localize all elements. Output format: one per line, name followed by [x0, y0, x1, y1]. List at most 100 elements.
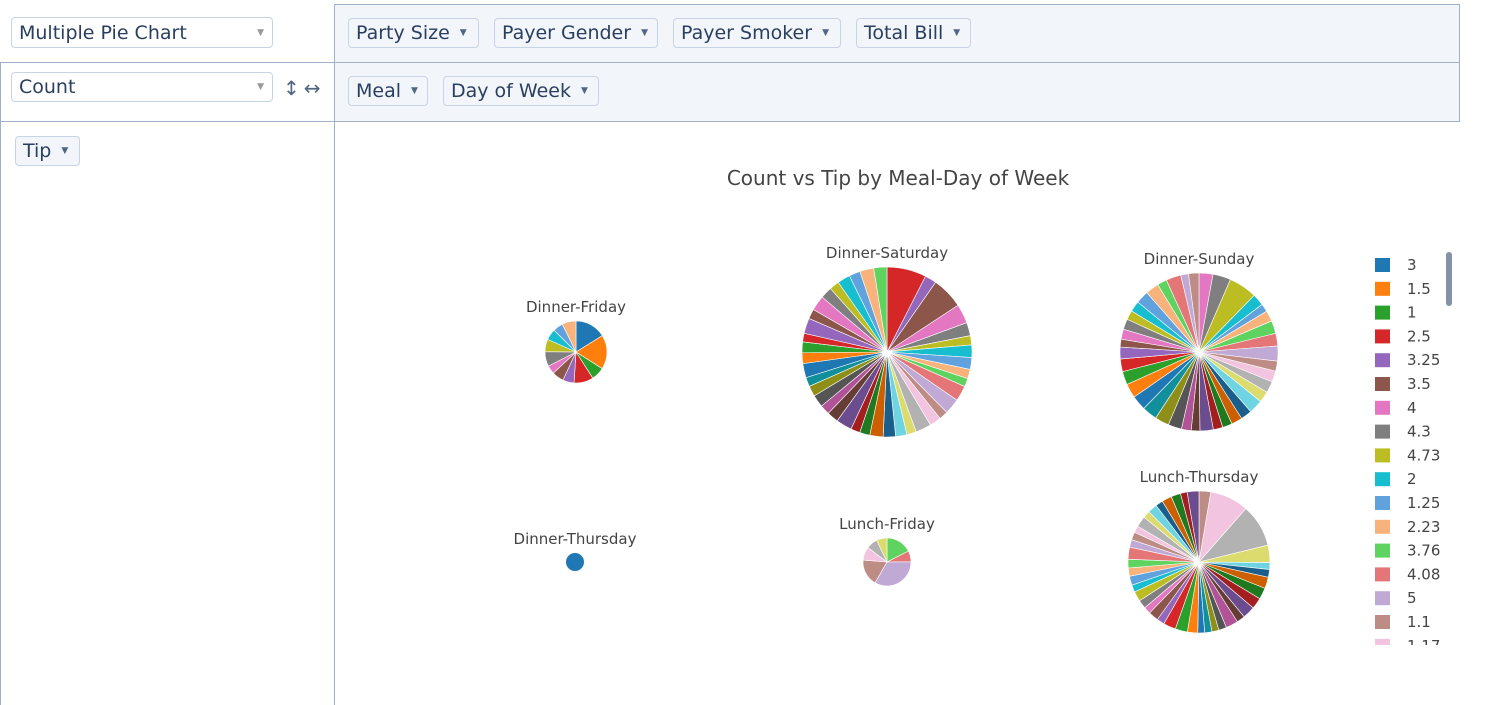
attribute-label: Total Bill — [864, 22, 944, 44]
pie-label: Dinner-Sunday — [1144, 250, 1255, 268]
legend-label: 4.08 — [1407, 565, 1440, 583]
legend-swatch — [1375, 329, 1390, 344]
column-attribute-pill-meal[interactable]: Meal ▼ — [348, 76, 428, 106]
legend-item[interactable]: 1.1 — [1375, 613, 1431, 631]
pie-dinner-thursday: Dinner-Thursday — [514, 530, 637, 571]
legend-label: 1.1 — [1407, 613, 1431, 631]
filter-caret-icon[interactable]: ▼ — [61, 146, 69, 156]
attribute-label: Tip — [23, 140, 52, 162]
legend-item[interactable]: 4 — [1375, 399, 1417, 417]
filter-caret-icon[interactable]: ▼ — [411, 86, 418, 96]
legend-label: 1.25 — [1407, 494, 1440, 512]
legend-item[interactable]: 2 — [1375, 470, 1417, 488]
legend-item[interactable]: 3.76 — [1375, 542, 1440, 560]
attribute-label: Party Size — [356, 22, 450, 44]
pie-slice[interactable] — [566, 553, 584, 571]
legend-swatch — [1375, 496, 1390, 510]
legend-label: 3.5 — [1407, 375, 1431, 393]
pie-label: Lunch-Friday — [839, 515, 935, 533]
legend-swatch — [1375, 448, 1390, 463]
legend-item[interactable]: 4.3 — [1375, 423, 1431, 441]
legend-item[interactable]: 4.08 — [1375, 565, 1440, 583]
attribute-label: Day of Week — [451, 80, 571, 102]
swap-controls: ↕ ↔ — [283, 74, 321, 102]
legend-item[interactable]: 3.25 — [1375, 351, 1440, 369]
legend-swatch — [1375, 281, 1390, 296]
aggregator-select[interactable]: Count ▼ — [11, 72, 273, 102]
legend-item[interactable]: 2.23 — [1375, 518, 1440, 536]
filter-caret-icon[interactable]: ▼ — [580, 86, 588, 96]
legend-label: 1.17 — [1407, 637, 1440, 655]
legend-label: 2.5 — [1407, 327, 1431, 345]
pie-slice[interactable] — [874, 561, 912, 587]
swap-horizontal-icon[interactable]: ↔ — [303, 76, 321, 100]
aggregator-select-value: Count — [19, 76, 76, 98]
row-attribute-pill-tip[interactable]: Tip ▼ — [15, 136, 80, 166]
pie-slice[interactable] — [1188, 272, 1200, 353]
legend-swatch — [1375, 567, 1390, 582]
pie-slice[interactable] — [1186, 490, 1200, 563]
legend-label: 5 — [1407, 589, 1417, 607]
legend-item[interactable]: 5 — [1375, 589, 1417, 607]
chevron-down-icon: ▼ — [257, 27, 264, 38]
legend-item[interactable]: 3.5 — [1375, 375, 1431, 393]
legend-swatch — [1375, 305, 1390, 320]
legend-swatch — [1375, 472, 1390, 487]
legend-label: 4.73 — [1407, 446, 1440, 464]
pie-slice[interactable] — [876, 537, 888, 563]
pie-label: Lunch-Thursday — [1140, 468, 1259, 486]
filter-caret-icon[interactable]: ▼ — [459, 28, 467, 38]
legend-swatch — [1375, 400, 1390, 415]
pie-label: Dinner-Thursday — [514, 530, 637, 548]
legend-scrollbar[interactable] — [1446, 252, 1452, 306]
legend-swatch — [1375, 638, 1390, 645]
legend-item[interactable]: 1.5 — [1375, 280, 1431, 298]
legend-swatch — [1375, 377, 1390, 391]
chart-legend: 3 1.5 1 2.5 3.25 3.5 4 4.3 4.73 2 1.25 2.23 3.76 4.08… — [1375, 256, 1440, 655]
legend-swatch — [1375, 615, 1390, 629]
legend-label: 1.5 — [1407, 280, 1431, 298]
legend-swatch — [1375, 258, 1390, 272]
legend-item[interactable]: 1 — [1375, 304, 1417, 322]
pie-label: Dinner-Friday — [526, 298, 626, 316]
legend-item[interactable]: 2.5 — [1375, 327, 1431, 345]
legend-swatch — [1375, 424, 1390, 439]
pie-dinner-sunday: Dinner-Sunday — [1119, 250, 1279, 432]
attribute-label: Payer Smoker — [681, 22, 813, 44]
swap-vertical-icon[interactable]: ↕ — [283, 76, 300, 100]
legend-item[interactable]: 1.17 — [1375, 637, 1440, 655]
filter-caret-icon[interactable]: ▼ — [641, 28, 648, 38]
chart-title: Count vs Tip by Meal-Day of Week — [727, 166, 1070, 190]
column-attribute-pill-day-of-week[interactable]: Day of Week ▼ — [443, 76, 599, 106]
attribute-pill-total-bill[interactable]: Total Bill ▼ — [856, 18, 971, 48]
legend-swatch — [1375, 591, 1390, 606]
legend-label: 1 — [1407, 304, 1417, 322]
attribute-pill-party-size[interactable]: Party Size ▼ — [348, 18, 479, 48]
filter-caret-icon[interactable]: ▼ — [822, 28, 829, 38]
pie-label: Dinner-Saturday — [826, 244, 948, 262]
legend-label: 3.76 — [1407, 542, 1440, 560]
legend-item[interactable]: 3 — [1375, 256, 1417, 274]
legend-label: 2 — [1407, 470, 1417, 488]
legend-item[interactable]: 1.25 — [1375, 494, 1440, 512]
filter-caret-icon[interactable]: ▼ — [953, 28, 961, 38]
legend-label: 2.23 — [1407, 518, 1440, 536]
pie-slice[interactable] — [873, 266, 888, 353]
legend-item[interactable]: 4.73 — [1375, 446, 1440, 464]
aggregator-area — [0, 62, 335, 122]
renderer-select-value: Multiple Pie Chart — [19, 21, 187, 44]
attribute-pill-payer-gender[interactable]: Payer Gender ▼ — [494, 18, 658, 48]
pie-slice[interactable] — [561, 320, 577, 353]
legend-label: 4 — [1407, 399, 1417, 417]
legend-label: 4.3 — [1407, 423, 1431, 441]
pie-dinner-saturday: Dinner-Saturday — [801, 244, 973, 438]
pie-dinner-friday: Dinner-Friday — [526, 298, 626, 384]
attribute-pill-payer-smoker[interactable]: Payer Smoker ▼ — [673, 18, 841, 48]
pie-chart-area: Count vs Tip by Meal-Day of Week Dinner-F… — [514, 166, 1452, 655]
legend-swatch — [1375, 353, 1390, 368]
legend-swatch — [1375, 519, 1390, 534]
row-attributes-panel — [0, 121, 335, 705]
pie-lunch-thursday: Lunch-Thursday — [1127, 468, 1271, 634]
renderer-select[interactable]: Multiple Pie Chart ▼ — [11, 17, 273, 48]
chevron-down-icon: ▼ — [257, 82, 264, 92]
